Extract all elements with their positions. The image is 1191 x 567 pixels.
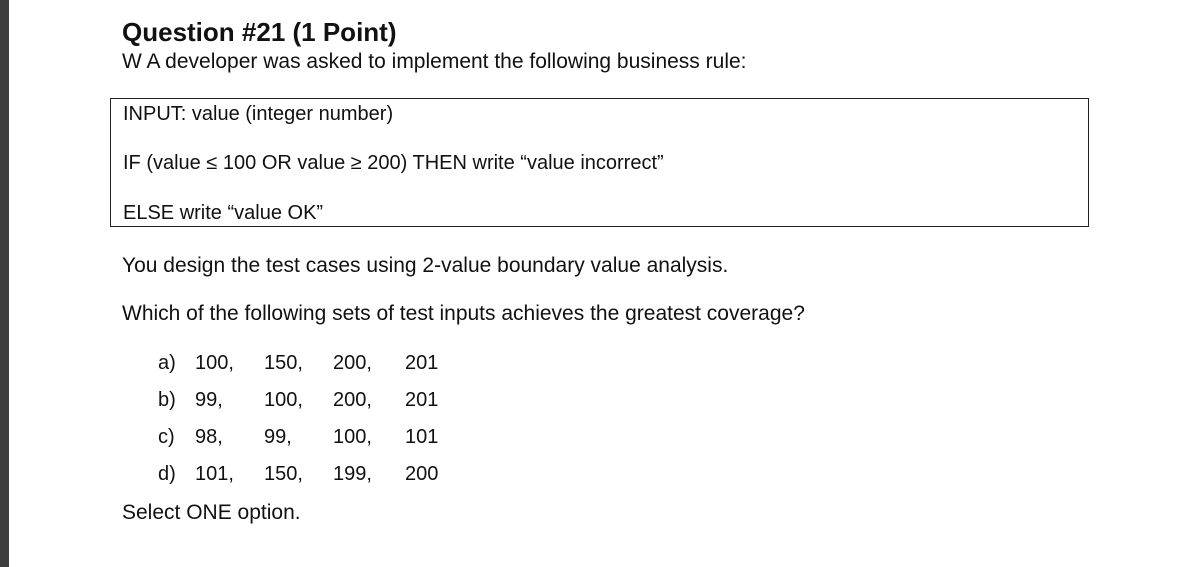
business-rule-box: INPUT: value (integer number) IF (value … [110,98,1089,227]
rule-else-line: ELSE write “value OK” [123,202,324,224]
option-value: 200 [405,463,439,485]
option-letter: d) [158,463,176,485]
option-value: 99, [264,426,292,448]
option-value: 99, [195,389,223,411]
question-title: Question #21 (1 Point) [122,17,397,47]
select-instruction: Select ONE option. [122,501,301,524]
option-value: 200, [333,352,372,374]
question-intro: W A developer was asked to implement the… [122,50,747,73]
design-statement: You design the test cases using 2-value … [122,254,729,277]
option-value: 101 [405,426,439,448]
option-value: 201 [405,352,439,374]
option-letter: c) [158,426,175,448]
option-value: 100, [333,426,372,448]
option-value: 100, [264,389,303,411]
option-letter: a) [158,352,176,374]
left-edge-bar [0,0,9,567]
option-value: 150, [264,352,303,374]
option-value: 150, [264,463,303,485]
option-value: 200, [333,389,372,411]
rule-if-line: IF (value ≤ 100 OR value ≥ 200) THEN wri… [123,152,664,174]
option-value: 100, [195,352,234,374]
rule-input-line: INPUT: value (integer number) [123,103,394,125]
option-letter: b) [158,389,176,411]
option-value: 201 [405,389,439,411]
option-value: 199, [333,463,372,485]
question-prompt: Which of the following sets of test inpu… [122,302,805,325]
option-value: 101, [195,463,234,485]
option-value: 98, [195,426,223,448]
